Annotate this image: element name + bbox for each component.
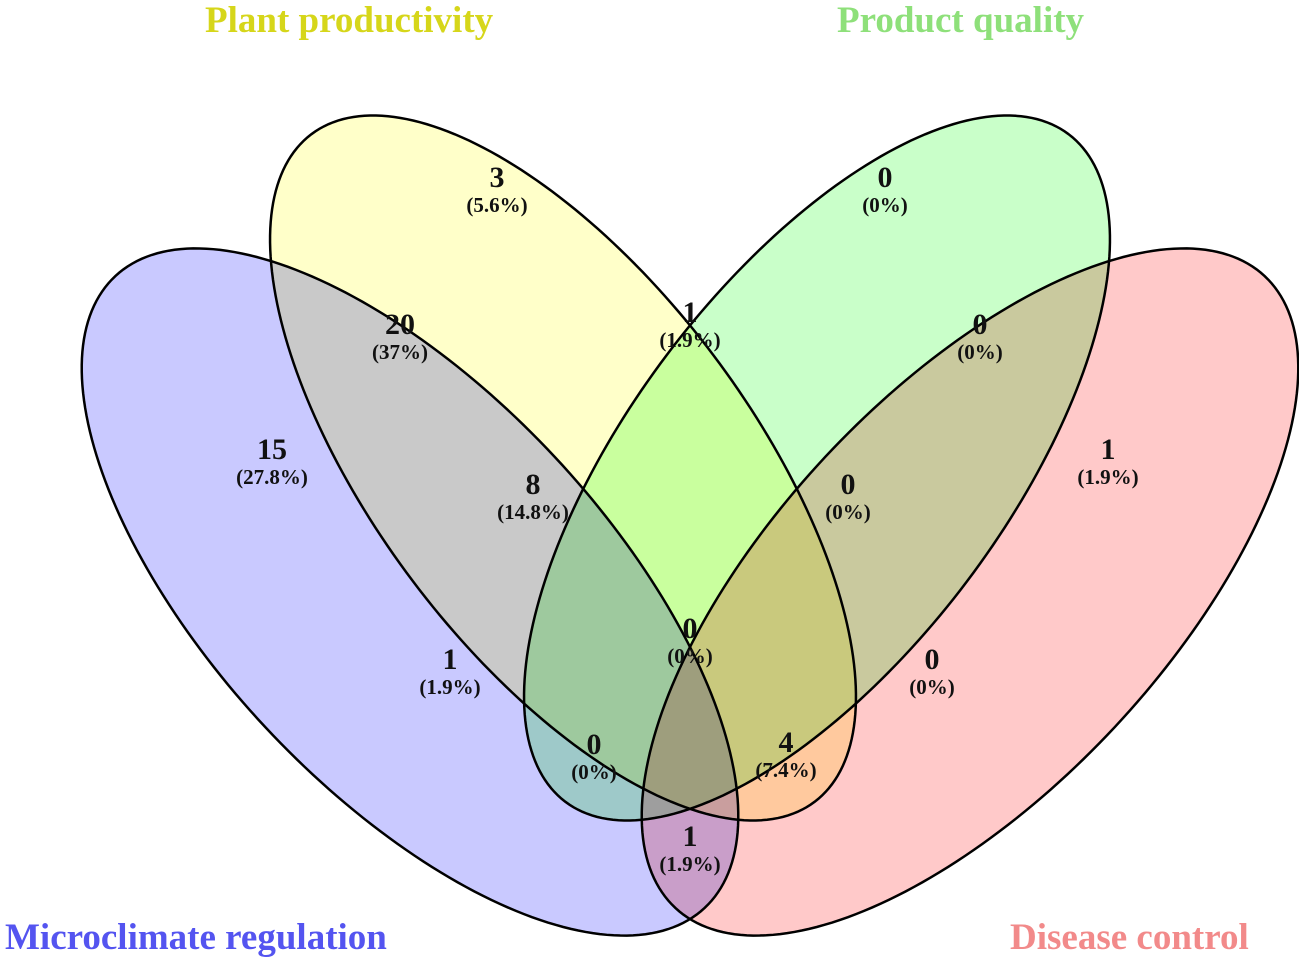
region-label: 1 (1.9%) xyxy=(659,822,720,875)
ellipse-disease-control xyxy=(641,248,1299,936)
set-title-plant-productivity: Plant productivity xyxy=(205,0,494,41)
region-label: 0 (0%) xyxy=(862,163,908,216)
region-label: 0 (0%) xyxy=(825,470,871,523)
region-percent: (0%) xyxy=(825,500,871,524)
set-title-product-quality: Product quality xyxy=(837,0,1085,41)
region-percent: (0%) xyxy=(667,644,713,668)
region-count: 1 xyxy=(1100,433,1116,466)
region-percent: (7.4%) xyxy=(755,758,817,782)
region-count: 15 xyxy=(257,433,287,466)
ellipse-outline-product-quality xyxy=(522,114,1112,822)
region-count: 0 xyxy=(586,728,602,761)
region-count: 0 xyxy=(972,308,988,341)
region-count: 0 xyxy=(682,612,698,645)
region-percent: (14.8%) xyxy=(497,500,569,524)
region-count: 1 xyxy=(442,643,458,676)
region-count: 0 xyxy=(877,161,893,194)
region-percent: (5.6%) xyxy=(466,193,528,217)
region-label: 3 (5.6%) xyxy=(466,163,527,216)
region-label: 20 (37%) xyxy=(372,310,428,363)
region-percent: (1.9%) xyxy=(659,852,721,876)
region-count: 1 xyxy=(682,296,698,329)
ellipse-outline-microclimate-regulation xyxy=(80,247,740,937)
region-label: 1 (1.9%) xyxy=(419,645,480,698)
region-percent: (0%) xyxy=(862,193,908,217)
region-label: 4 (7.4%) xyxy=(755,728,816,781)
set-title-disease-control: Disease control xyxy=(1010,917,1249,958)
region-count: 3 xyxy=(489,161,505,194)
region-label: 1 (1.9%) xyxy=(1077,435,1138,488)
region-label: 0 (0%) xyxy=(957,310,1003,363)
region-label: 0 (0%) xyxy=(667,614,713,667)
region-label: 8 (14.8%) xyxy=(497,470,569,523)
region-percent: (0%) xyxy=(957,340,1003,364)
region-count: 20 xyxy=(385,308,415,341)
ellipse-outline-plant-productivity xyxy=(268,114,858,822)
region-label: 1 (1.9%) xyxy=(659,298,720,351)
region-percent: (37%) xyxy=(372,340,428,364)
region-percent: (1.9%) xyxy=(1077,465,1139,489)
region-count: 1 xyxy=(682,820,698,853)
ellipse-outline-disease-control xyxy=(640,247,1299,937)
region-count: 0 xyxy=(840,468,856,501)
region-percent: (1.9%) xyxy=(659,328,721,352)
region-percent: (0%) xyxy=(571,760,617,784)
region-label: 0 (0%) xyxy=(909,645,955,698)
region-label: 15 (27.8%) xyxy=(236,435,308,488)
region-count: 8 xyxy=(525,468,541,501)
set-title-microclimate-regulation: Microclimate regulation xyxy=(5,917,387,958)
region-label: 0 (0%) xyxy=(571,730,617,783)
region-percent: (0%) xyxy=(909,675,955,699)
region-count: 4 xyxy=(778,726,794,759)
region-count: 0 xyxy=(924,643,940,676)
region-percent: (1.9%) xyxy=(419,675,481,699)
region-percent: (27.8%) xyxy=(236,465,308,489)
